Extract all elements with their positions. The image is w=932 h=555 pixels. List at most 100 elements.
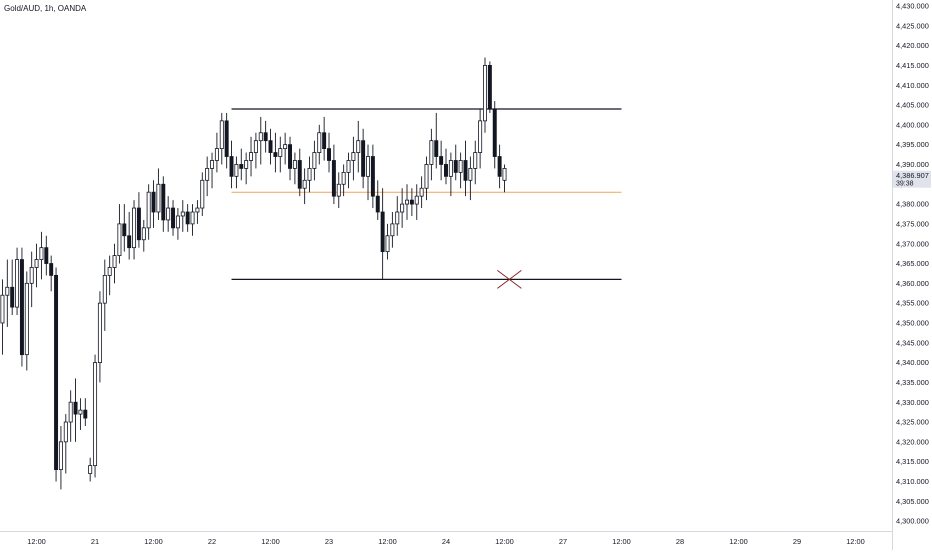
candle[interactable] bbox=[97, 291, 102, 383]
candle[interactable] bbox=[83, 398, 88, 426]
candle[interactable] bbox=[419, 176, 424, 209]
candle[interactable] bbox=[175, 208, 180, 240]
candle[interactable] bbox=[317, 124, 322, 165]
candle[interactable] bbox=[297, 148, 302, 197]
candle[interactable] bbox=[331, 144, 336, 205]
candle[interactable] bbox=[73, 378, 78, 442]
candle[interactable] bbox=[219, 112, 224, 165]
candle[interactable] bbox=[405, 184, 409, 220]
candle[interactable] bbox=[502, 164, 507, 193]
candle[interactable] bbox=[210, 152, 215, 189]
candle[interactable] bbox=[244, 152, 249, 185]
candle[interactable] bbox=[15, 247, 20, 316]
candle[interactable] bbox=[458, 152, 463, 189]
candle[interactable] bbox=[200, 172, 205, 216]
candle[interactable] bbox=[497, 144, 502, 189]
candle[interactable] bbox=[49, 255, 54, 292]
candle[interactable] bbox=[414, 184, 419, 220]
candle[interactable] bbox=[346, 152, 351, 189]
candle[interactable] bbox=[214, 132, 219, 173]
candle[interactable] bbox=[463, 140, 468, 197]
candle[interactable] bbox=[307, 156, 312, 193]
candle[interactable] bbox=[24, 271, 29, 371]
candle[interactable] bbox=[132, 200, 137, 260]
candle[interactable] bbox=[171, 200, 176, 236]
candle[interactable] bbox=[448, 152, 453, 197]
candle[interactable] bbox=[190, 204, 195, 236]
candle[interactable] bbox=[93, 354, 98, 478]
candle[interactable] bbox=[19, 247, 24, 367]
candle[interactable] bbox=[288, 136, 293, 181]
candle[interactable] bbox=[102, 259, 107, 331]
candle[interactable] bbox=[224, 112, 229, 169]
candle[interactable] bbox=[327, 132, 332, 173]
candle[interactable] bbox=[166, 196, 171, 232]
candle[interactable] bbox=[10, 259, 15, 316]
candle[interactable] bbox=[302, 168, 307, 205]
candle[interactable] bbox=[385, 223, 390, 260]
candle[interactable] bbox=[122, 204, 127, 252]
candle[interactable] bbox=[234, 156, 239, 189]
candle[interactable] bbox=[468, 156, 473, 201]
candle[interactable] bbox=[161, 176, 166, 232]
time-axis[interactable]: 12:00 21 12:00 22 12:00 23 12:00 24 12:00 27 12:00… bbox=[0, 531, 892, 547]
candle[interactable] bbox=[492, 101, 497, 169]
candle[interactable] bbox=[195, 200, 200, 224]
candle[interactable] bbox=[229, 140, 234, 189]
candle[interactable] bbox=[487, 61, 492, 113]
candle[interactable] bbox=[424, 156, 429, 201]
candle[interactable] bbox=[439, 140, 444, 181]
candle[interactable] bbox=[390, 212, 395, 248]
candle[interactable] bbox=[180, 200, 185, 232]
candle[interactable] bbox=[395, 196, 400, 236]
candle[interactable] bbox=[444, 148, 448, 185]
candle[interactable] bbox=[0, 279, 5, 355]
candle[interactable] bbox=[483, 57, 487, 133]
candle[interactable] bbox=[205, 156, 210, 197]
candle[interactable] bbox=[136, 192, 141, 248]
candle[interactable] bbox=[361, 128, 366, 189]
candle[interactable] bbox=[283, 132, 288, 165]
candle[interactable] bbox=[292, 152, 297, 185]
candle[interactable] bbox=[278, 136, 283, 173]
candle[interactable] bbox=[107, 255, 112, 296]
candle[interactable] bbox=[68, 390, 73, 442]
candle[interactable] bbox=[253, 132, 258, 169]
candle[interactable] bbox=[478, 108, 483, 169]
candle[interactable] bbox=[39, 231, 44, 280]
candle[interactable] bbox=[185, 204, 190, 232]
candle[interactable] bbox=[453, 144, 458, 181]
candle[interactable] bbox=[258, 116, 263, 165]
candle[interactable] bbox=[54, 267, 59, 482]
cross-marker[interactable] bbox=[497, 270, 522, 289]
candle[interactable] bbox=[375, 180, 380, 220]
candle[interactable] bbox=[112, 243, 117, 284]
candle[interactable] bbox=[88, 457, 93, 482]
candle[interactable] bbox=[322, 116, 327, 161]
candle[interactable] bbox=[5, 259, 10, 327]
candle[interactable] bbox=[44, 235, 49, 276]
candle[interactable] bbox=[146, 184, 151, 240]
candle[interactable] bbox=[239, 148, 244, 181]
candle[interactable] bbox=[127, 212, 132, 260]
candle[interactable] bbox=[141, 219, 146, 252]
candle[interactable] bbox=[351, 136, 356, 181]
candle[interactable] bbox=[117, 204, 122, 264]
candle[interactable] bbox=[336, 172, 341, 209]
candle[interactable] bbox=[400, 188, 405, 228]
candle[interactable] bbox=[249, 136, 254, 177]
candle[interactable] bbox=[434, 112, 439, 169]
candle[interactable] bbox=[58, 425, 63, 490]
candle[interactable] bbox=[312, 140, 317, 181]
candle[interactable] bbox=[273, 132, 278, 173]
candle[interactable] bbox=[78, 398, 83, 430]
candle[interactable] bbox=[429, 128, 434, 181]
plot-area[interactable] bbox=[0, 57, 622, 490]
candle[interactable] bbox=[370, 144, 375, 209]
candle[interactable] bbox=[29, 251, 34, 308]
candle[interactable] bbox=[356, 120, 361, 173]
candle[interactable] bbox=[268, 128, 273, 165]
candle[interactable] bbox=[380, 188, 385, 280]
